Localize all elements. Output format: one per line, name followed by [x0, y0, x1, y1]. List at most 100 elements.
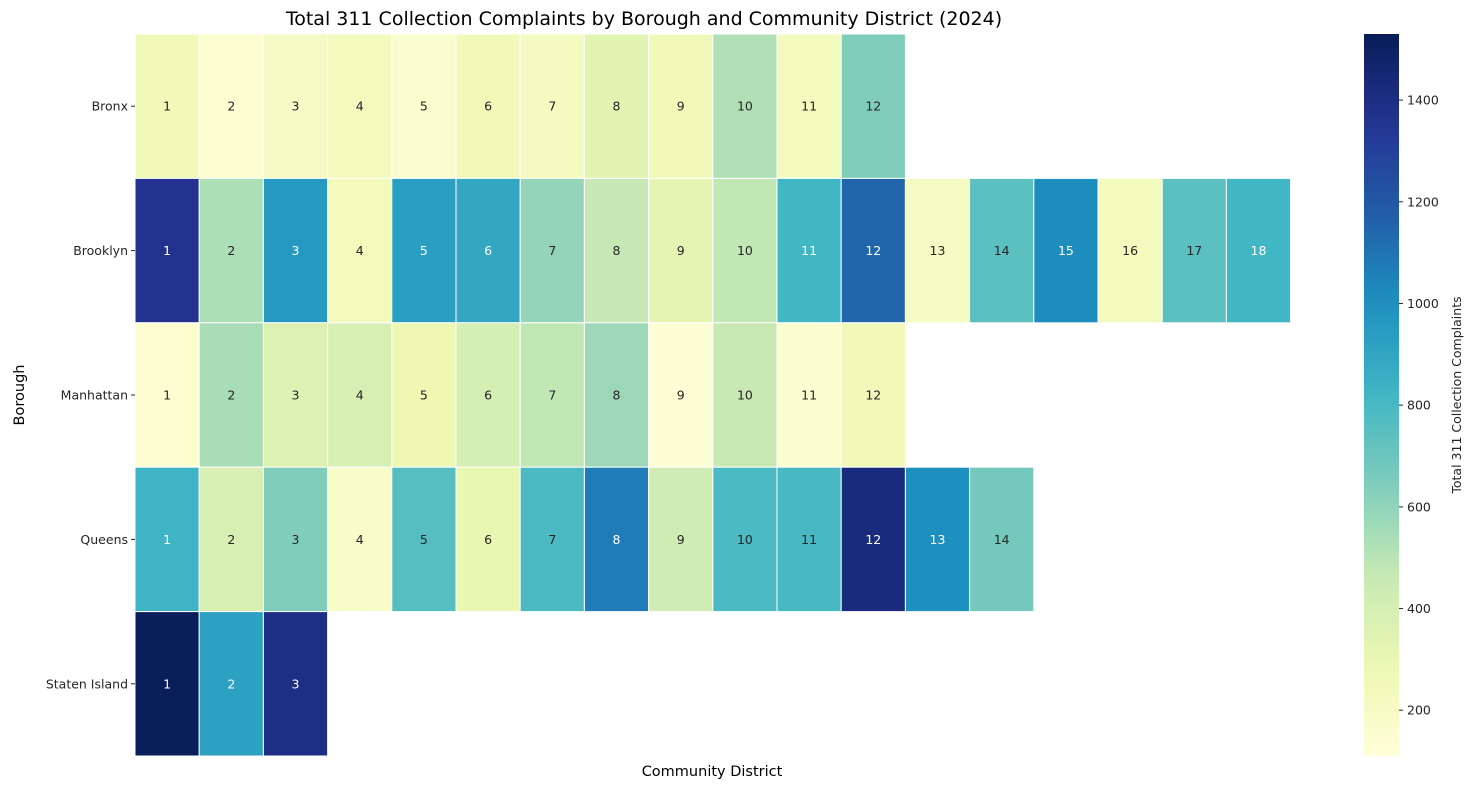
- heatmap-cell: [648, 466, 714, 613]
- heatmap-cell: [1225, 177, 1292, 324]
- cell-annotation: 5: [420, 243, 428, 258]
- cell-annotation: 11: [801, 532, 817, 547]
- heatmap-cell: [648, 177, 714, 324]
- colorbar-tick-label: 1000: [1407, 296, 1439, 311]
- cell-annotation: 4: [356, 388, 364, 403]
- heatmap-cell: [134, 177, 200, 324]
- heatmap-cell: [327, 466, 393, 613]
- colorbar-tick-label: 800: [1407, 398, 1431, 413]
- y-tick-label: Brooklyn: [73, 243, 128, 258]
- cell-annotation: 1: [163, 388, 171, 403]
- heatmap-cell: [583, 466, 650, 613]
- cell-annotation: 5: [420, 99, 428, 114]
- heatmap-cell: [134, 33, 200, 179]
- cell-annotation: 1: [163, 676, 171, 691]
- heatmap-cell: [776, 177, 842, 324]
- y-tick-label: Bronx: [92, 99, 128, 114]
- cell-annotation: 5: [420, 532, 428, 547]
- heatmap-cell: [327, 33, 393, 179]
- y-axis-label: Borough: [12, 365, 28, 426]
- heatmap-cell: [776, 466, 842, 613]
- y-tick-label: Manhattan: [61, 388, 128, 403]
- heatmap-cell: [712, 33, 778, 179]
- cell-annotation: 11: [801, 388, 817, 403]
- heatmap-cell: [712, 322, 778, 468]
- cell-annotation: 12: [865, 532, 881, 547]
- heatmap-cell: [391, 466, 457, 613]
- y-axis-ticks: Bronx Brooklyn Manhattan Queens Staten Islan…: [46, 99, 135, 691]
- chart-title: Total 311 Collection Complaints by Borou…: [285, 8, 1002, 30]
- cell-annotation: 3: [292, 676, 300, 691]
- heatmap-cell: [455, 177, 521, 324]
- heatmap-cell: [583, 177, 650, 324]
- cell-annotation: 9: [677, 532, 685, 547]
- heatmap-cell: [391, 33, 457, 179]
- cell-annotation: 2: [227, 243, 235, 258]
- colorbar-tick-label: 600: [1407, 499, 1431, 514]
- cell-annotation: 17: [1186, 243, 1202, 258]
- cell-annotation: 15: [1058, 243, 1074, 258]
- heatmap-cell: [455, 322, 521, 468]
- colorbar-tick-label: 1200: [1407, 194, 1439, 209]
- cell-annotation: 8: [613, 99, 621, 114]
- heatmap-cell: [583, 322, 650, 468]
- heatmap-cell: [198, 33, 264, 179]
- y-tick-label: Queens: [80, 532, 128, 547]
- heatmap-cell: [840, 33, 906, 179]
- cell-annotation: 8: [613, 243, 621, 258]
- colorbar: [1364, 34, 1399, 756]
- cell-annotation: 2: [227, 388, 235, 403]
- heatmap-cell: [455, 466, 521, 613]
- cell-annotation: 2: [227, 532, 235, 547]
- colorbar-tick-label: 1400: [1407, 93, 1439, 108]
- cell-annotation: 9: [677, 388, 685, 403]
- cell-annotation: 10: [737, 388, 753, 403]
- cell-annotation: 11: [801, 243, 817, 258]
- cell-annotation: 7: [548, 99, 556, 114]
- heatmap-cell: [904, 177, 971, 324]
- cell-annotation: 9: [677, 99, 685, 114]
- cell-annotation: 10: [737, 243, 753, 258]
- cell-annotation: 1: [163, 243, 171, 258]
- cell-annotation: 6: [484, 388, 492, 403]
- colorbar-tick-label: 200: [1407, 703, 1431, 718]
- cell-annotation: 7: [548, 243, 556, 258]
- heatmap-cell: [134, 466, 200, 613]
- cell-annotation: 16: [1122, 243, 1138, 258]
- cell-annotation: 4: [356, 99, 364, 114]
- cell-annotation: 13: [930, 243, 946, 258]
- cell-annotation: 12: [865, 99, 881, 114]
- cell-annotation: 2: [227, 676, 235, 691]
- x-axis-label: Community District: [642, 764, 783, 780]
- cell-annotation: 8: [613, 388, 621, 403]
- cell-annotation: 3: [292, 388, 300, 403]
- heatmap-cell: [134, 322, 200, 468]
- cell-annotation: 7: [548, 388, 556, 403]
- heatmap-cell: [840, 322, 906, 468]
- cell-annotation: 6: [484, 243, 492, 258]
- cell-annotation: 14: [994, 243, 1010, 258]
- cell-annotation: 5: [420, 388, 428, 403]
- heatmap-cell: [519, 466, 585, 613]
- heatmap-cell: [840, 466, 906, 613]
- heatmap-cell: [262, 33, 329, 179]
- cell-annotation: 6: [484, 99, 492, 114]
- heatmap-cell: [262, 466, 329, 613]
- colorbar-ticks: 200 400 600 800 1000 1200 1400: [1399, 93, 1439, 718]
- cell-annotation: 18: [1251, 243, 1267, 258]
- cell-annotation: 4: [356, 532, 364, 547]
- heatmap-cell: [1161, 177, 1227, 324]
- cell-annotation: 10: [737, 532, 753, 547]
- heatmap-cell: [969, 466, 1035, 613]
- heatmap-cell: [455, 33, 521, 179]
- cell-annotation: 3: [292, 99, 300, 114]
- cell-annotation: 7: [548, 532, 556, 547]
- heatmap-cell: [519, 177, 585, 324]
- heatmap-cell: [1033, 177, 1099, 324]
- colorbar-label: Total 311 Collection Complaints: [1449, 296, 1464, 494]
- heatmap-cell: [327, 177, 393, 324]
- heatmap-cell: [262, 611, 329, 757]
- heatmap-cell: [712, 177, 778, 324]
- heatmap-cell: [262, 177, 329, 324]
